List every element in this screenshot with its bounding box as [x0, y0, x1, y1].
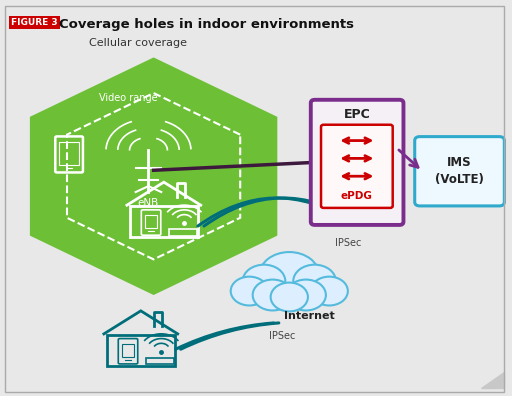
Text: IPSec: IPSec: [269, 331, 295, 341]
Polygon shape: [481, 372, 504, 388]
Text: Coverage holes in indoor environments: Coverage holes in indoor environments: [59, 18, 354, 31]
Circle shape: [271, 283, 308, 311]
Circle shape: [311, 277, 348, 305]
Circle shape: [259, 252, 319, 299]
Text: Internet: Internet: [284, 311, 335, 321]
Polygon shape: [30, 57, 278, 295]
Text: eNB: eNB: [138, 198, 159, 208]
Circle shape: [231, 277, 268, 305]
Circle shape: [293, 265, 336, 298]
Text: EPC: EPC: [344, 108, 371, 121]
FancyBboxPatch shape: [415, 137, 504, 206]
Text: Video range: Video range: [99, 93, 157, 103]
Text: ePDG: ePDG: [341, 191, 373, 201]
Text: Cellular coverage: Cellular coverage: [89, 38, 187, 48]
Circle shape: [286, 280, 326, 310]
Circle shape: [243, 265, 285, 298]
Text: IPSec: IPSec: [335, 238, 362, 248]
Text: IMS
(VoLTE): IMS (VoLTE): [435, 156, 484, 186]
Circle shape: [253, 280, 293, 310]
FancyBboxPatch shape: [321, 125, 393, 208]
FancyBboxPatch shape: [311, 100, 403, 225]
Text: FIGURE 3: FIGURE 3: [11, 18, 58, 27]
